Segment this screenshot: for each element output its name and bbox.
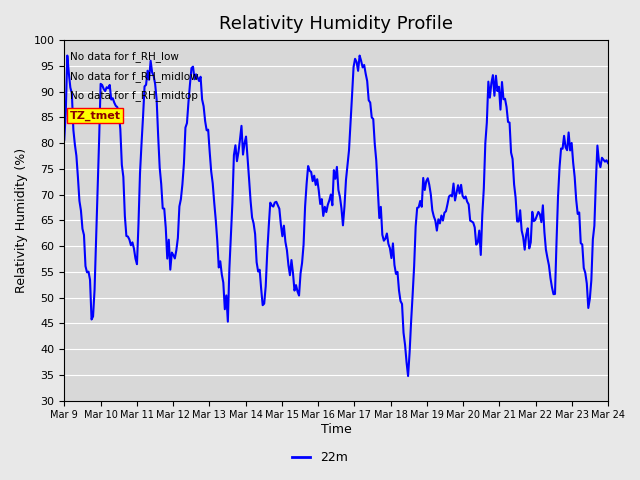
Text: No data for f_RH_midlow: No data for f_RH_midlow <box>70 71 198 82</box>
Y-axis label: Relativity Humidity (%): Relativity Humidity (%) <box>15 148 28 293</box>
Text: TZ_tmet: TZ_tmet <box>70 110 121 120</box>
Text: No data for f_RH_midtop: No data for f_RH_midtop <box>70 91 198 101</box>
Title: Relativity Humidity Profile: Relativity Humidity Profile <box>219 15 453 33</box>
Legend: 22m: 22m <box>287 446 353 469</box>
Text: No data for f_RH_low: No data for f_RH_low <box>70 51 179 62</box>
X-axis label: Time: Time <box>321 423 351 436</box>
